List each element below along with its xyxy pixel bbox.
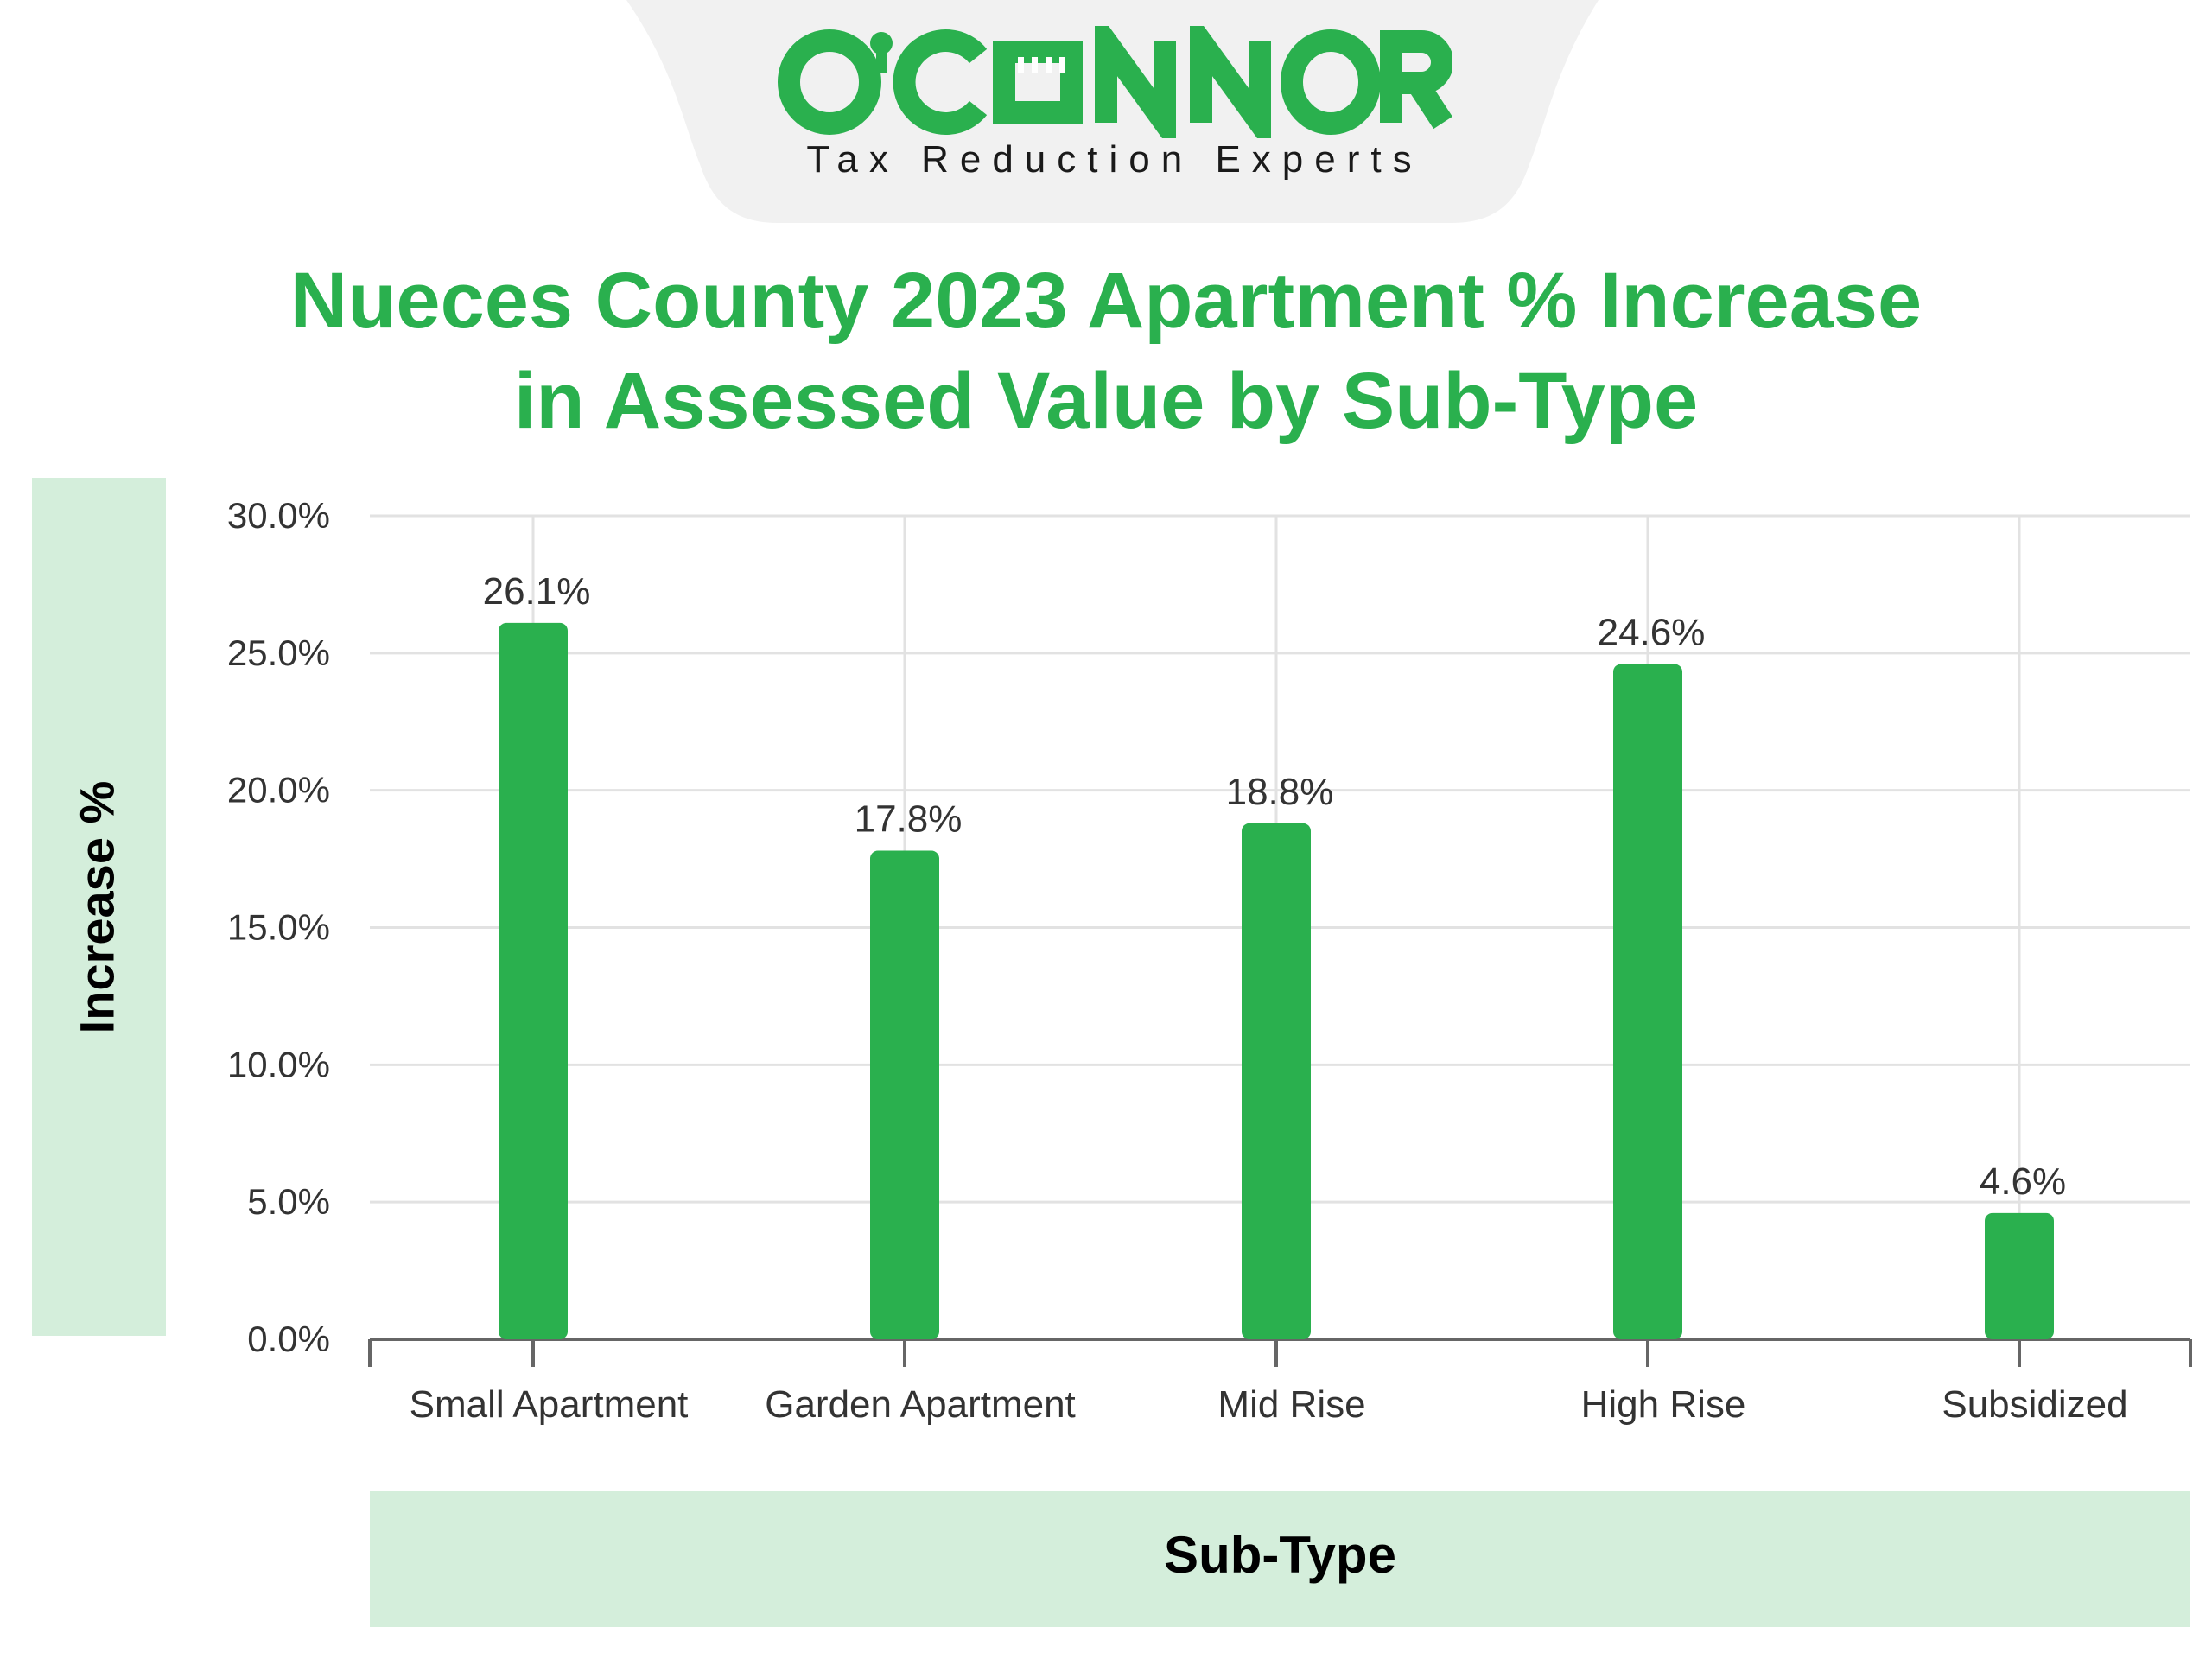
y-tick-label: 25.0% xyxy=(227,632,330,673)
x-axis-label: Sub-Type xyxy=(1164,1526,1396,1584)
bar-value-label: 4.6% xyxy=(1980,1160,2066,1203)
x-tick-label: Small Apartment xyxy=(410,1383,689,1426)
bar-value-label: 26.1% xyxy=(483,570,591,613)
bar xyxy=(870,850,939,1339)
bar xyxy=(1613,664,1682,1339)
x-axis-label-band xyxy=(370,1491,2190,1627)
bar xyxy=(499,622,568,1339)
bar xyxy=(1985,1212,2054,1339)
y-axis-label-band xyxy=(32,478,166,1336)
x-tick-label: Mid Rise xyxy=(1217,1383,1365,1426)
bar-value-label: 18.8% xyxy=(1226,771,1334,813)
x-tick-label: Subsidized xyxy=(1942,1383,2127,1426)
y-tick-label: 0.0% xyxy=(247,1319,330,1359)
chart-title-line-1: Nueces County 2023 Apartment % Increase xyxy=(289,257,1923,345)
y-tick-label: 15.0% xyxy=(227,907,330,948)
x-tick-label: High Rise xyxy=(1581,1383,1746,1426)
y-tick-label: 10.0% xyxy=(227,1044,330,1084)
chart-title: Nueces County 2023 Apartment % Increase … xyxy=(242,251,1970,451)
bar-value-label: 24.6% xyxy=(1598,612,1706,654)
bar xyxy=(1242,823,1311,1339)
chart-title-line-2: in Assessed Value by Sub-Type xyxy=(513,357,1699,445)
y-tick-label: 5.0% xyxy=(247,1181,330,1222)
y-tick-label: 30.0% xyxy=(227,495,330,536)
oconnor-logo xyxy=(778,26,1452,138)
y-tick-label: 20.0% xyxy=(227,770,330,810)
bar-value-label: 17.8% xyxy=(855,798,963,841)
x-tick-label: Garden Apartment xyxy=(765,1383,1076,1426)
logo-tagline: Tax Reduction Experts xyxy=(806,138,1423,181)
